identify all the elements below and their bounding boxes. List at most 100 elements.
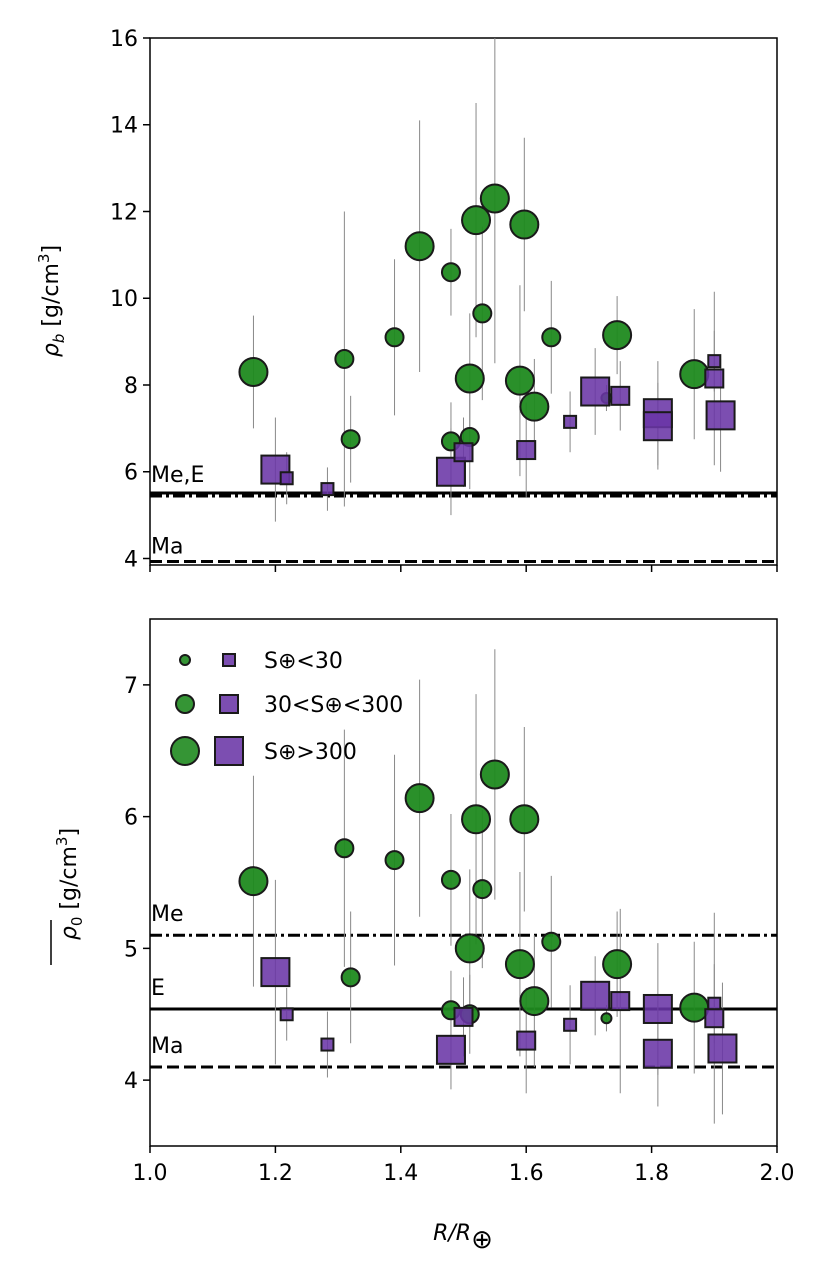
rocky-planet-marker [440,869,461,890]
legend-square-small [222,653,236,667]
rocky-planet-marker [479,759,510,790]
rocky-planet-marker [238,866,269,897]
bottom-markers [238,759,738,1069]
gas-planet-marker [516,1030,537,1051]
reference-label-me: Me [151,902,184,927]
legend-label-large: S⊕>300 [264,740,357,765]
legend-label-medium: 30<S⊕<300 [264,693,403,718]
bottom-y-axis-title-text: ρ0 [g/cm3] [53,828,86,940]
rocky-planet-marker [602,320,633,351]
legend-label-small: S⊕<30 [264,649,343,674]
gas-planet-marker [610,991,631,1012]
top-panel: Me,E Ma 4 6 8 10 12 14 16 ρb [g/cm3] [35,27,778,572]
gas-planet-marker [435,1034,466,1065]
legend-square-large [214,736,244,766]
reference-label-e: E [151,976,165,1001]
rocky-planet-marker [519,391,550,422]
rocky-planet-marker [602,949,633,980]
rocky-planet-marker [504,365,535,396]
x-tick-label: 1.6 [509,1161,544,1186]
rocky-planet-marker [404,783,435,814]
rocky-planet-marker [238,356,269,387]
gas-planet-marker [642,993,673,1024]
rocky-planet-marker [679,359,710,390]
bottom-y-axis-title: ρ0 [g/cm3] [50,828,86,965]
gas-planet-marker [580,980,611,1011]
rocky-planet-marker [541,327,562,348]
y-tick-label: 5 [124,937,138,962]
y-tick-label: 6 [124,806,138,831]
rocky-planet-marker [504,949,535,980]
gas-planet-marker [580,376,611,407]
x-tick-label: 1.4 [383,1161,418,1186]
x-tick-label: 1.0 [133,1161,168,1186]
gas-planet-marker [707,1033,738,1064]
rocky-planet-marker [479,183,510,214]
gas-planet-marker [279,1007,294,1022]
reference-label-mee: Me,E [151,463,204,488]
y-tick-label: 14 [110,114,138,139]
legend-square-medium [219,694,239,714]
bottom-panel: Me E Ma 4 5 6 7 1.0 1.2 1.4 1.6 1.8 2.0 ρ0 [g/cm3]… [50,618,795,1255]
y-tick-label: 4 [124,1069,138,1094]
legend-circle-small [179,654,191,666]
y-tick-label: 7 [124,674,138,699]
top-errorbars [252,38,722,522]
rocky-planet-marker [454,933,485,964]
gas-planet-marker [453,442,474,463]
rocky-planet-marker [340,967,361,988]
legend: S⊕<30 30<S⊕<300 S⊕>300 [170,649,403,766]
bottom-x-axis: 1.0 1.2 1.4 1.6 1.8 2.0 [133,1146,795,1186]
rocky-planet-marker [461,804,492,835]
gas-planet-marker [320,1037,335,1052]
gas-planet-marker [642,411,673,442]
gas-planet-marker [707,996,722,1011]
rocky-planet-marker [519,986,550,1017]
y-tick-label: 4 [124,547,138,572]
gas-planet-marker [435,456,466,487]
reference-label-ma: Ma [151,1034,183,1059]
x-tick-label: 1.2 [258,1161,293,1186]
y-tick-label: 10 [110,287,138,312]
gas-planet-marker [642,1038,673,1069]
top-y-axis: 4 6 8 10 12 14 16 [110,27,150,572]
gas-planet-marker [705,400,736,431]
rocky-planet-marker [454,363,485,394]
top-x-ticks [149,565,778,572]
rocky-planet-marker [600,1012,613,1025]
bottom-y-axis: 4 5 6 7 [124,674,150,1094]
gas-planet-marker [704,368,725,389]
rocky-planet-marker [384,850,405,871]
rocky-planet-marker [509,209,540,240]
y-tick-label: 12 [110,200,138,225]
x-axis-title: R/R⊕ [433,1221,493,1255]
rocky-planet-marker [340,429,361,450]
rocky-planet-marker [472,879,493,900]
bottom-plot-frame [149,618,778,1147]
gas-planet-marker [563,1017,578,1032]
gas-planet-marker [260,957,291,988]
rocky-planet-marker [461,205,492,236]
x-tick-label: 1.8 [634,1161,669,1186]
gas-planet-marker [707,354,722,369]
rocky-planet-marker [404,231,435,262]
gas-planet-marker [704,1008,725,1029]
rocky-planet-marker [541,931,562,952]
rocky-planet-marker [440,262,461,283]
gas-planet-marker [279,471,294,486]
y-tick-label: 16 [110,27,138,52]
top-markers [238,183,736,497]
gas-planet-marker [453,1006,474,1027]
top-y-axis-title: ρb [g/cm3] [35,245,68,357]
rocky-planet-marker [509,804,540,835]
legend-circle-medium [175,694,195,714]
legend-circle-large [170,736,200,766]
rocky-planet-marker [384,327,405,348]
rocky-planet-marker [334,348,355,369]
gas-planet-marker [563,414,578,429]
y-tick-label: 6 [124,461,138,486]
y-tick-label: 8 [124,374,138,399]
x-tick-label: 2.0 [760,1161,795,1186]
top-reference-lines: Me,E Ma [150,463,777,564]
